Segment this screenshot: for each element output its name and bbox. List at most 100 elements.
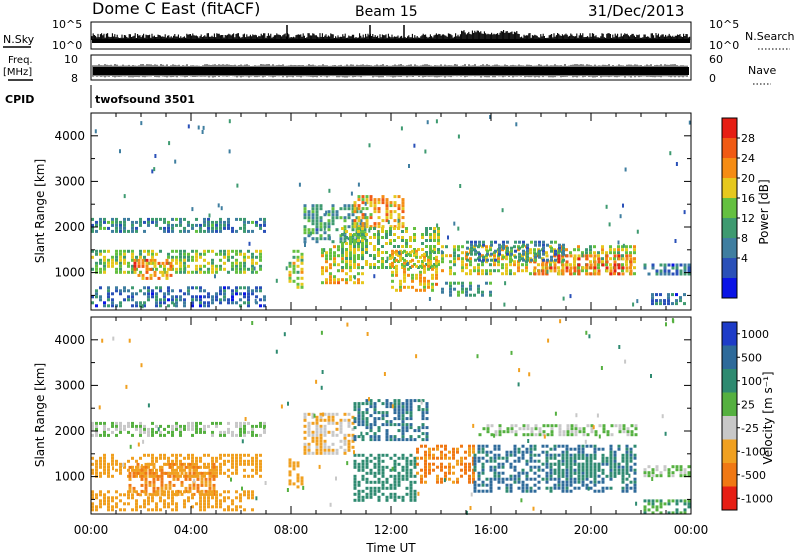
power-cell (405, 242, 408, 245)
velocity-cell (609, 456, 613, 460)
velocity-cell (409, 471, 413, 475)
power-cell (353, 281, 356, 285)
power-cell (429, 251, 432, 254)
velocity-cell (103, 496, 106, 500)
velocity-cell (215, 474, 218, 478)
velocity-cell (95, 430, 98, 434)
power-cell (215, 298, 218, 302)
power-cell (397, 251, 400, 254)
power-cell (343, 225, 347, 229)
velocity-cell (481, 483, 485, 487)
power-scatter-cell (501, 208, 504, 213)
power-cell (357, 248, 360, 252)
power-cell (353, 260, 356, 263)
power-cell (167, 298, 170, 302)
velocity-cell (651, 474, 655, 478)
power-cell (227, 270, 230, 274)
power-cell (251, 255, 254, 259)
power-cell (315, 222, 319, 226)
velocity-cell (187, 499, 190, 503)
power-cell (585, 254, 589, 258)
power-cell (191, 301, 194, 305)
power-cell (115, 223, 118, 227)
power-cell (319, 225, 323, 229)
velocity-cell (251, 468, 254, 472)
power-cell (307, 234, 311, 238)
velocity-cell (550, 433, 554, 437)
power-cell (296, 258, 300, 262)
velocity-cell (597, 462, 601, 466)
velocity-cell (115, 427, 118, 431)
power-cell (231, 267, 234, 271)
velocity-cell (655, 499, 659, 503)
velocity-cell (416, 471, 419, 475)
power-cell (353, 266, 356, 269)
power-cell (522, 240, 525, 244)
velocity-cell (144, 486, 148, 490)
power-cell (655, 302, 658, 306)
power-cell (147, 292, 150, 296)
velocity-cell (180, 465, 184, 469)
power-cell (621, 269, 624, 273)
velocity-cell (203, 424, 206, 428)
power-cell (223, 295, 226, 299)
velocity-cell (163, 490, 166, 494)
velocity-cell (99, 502, 102, 506)
velocity-cell (135, 427, 138, 431)
power-cell (167, 226, 170, 230)
power-cell (395, 270, 398, 274)
velocity-cell (155, 459, 158, 463)
power-cell (423, 282, 426, 286)
velocity-cell (675, 499, 679, 503)
velocity-cell (561, 480, 565, 484)
power-cell (411, 264, 414, 268)
power-cell (231, 301, 234, 305)
power-cell (663, 272, 667, 276)
power-cell (323, 213, 327, 217)
power-cell (353, 263, 356, 266)
power-cell (449, 266, 452, 270)
velocity-cell (605, 456, 609, 460)
power-cell (501, 263, 504, 267)
power-cell (369, 204, 373, 208)
power-cell (435, 264, 438, 268)
power-cell (357, 245, 360, 248)
velocity-cell (369, 429, 373, 433)
power-cell (545, 263, 548, 267)
power-cell (333, 251, 336, 255)
power-cell (533, 266, 537, 270)
power-cell (239, 252, 242, 256)
velocity-cell (581, 447, 585, 451)
velocity-cell (235, 453, 238, 457)
power-cell (373, 233, 376, 236)
velocity-cell (477, 459, 481, 463)
power-scatter-cell (217, 203, 220, 208)
velocity-cell (460, 474, 463, 478)
velocity-cell (513, 477, 517, 481)
velocity-cell (219, 456, 222, 460)
velocity-cell (377, 438, 381, 442)
power-cell (401, 263, 404, 266)
velocity-cell (323, 442, 327, 446)
velocity-cell (679, 465, 683, 469)
velocity-cell (573, 480, 577, 484)
velocity-cell (171, 424, 174, 428)
velocity-cell (561, 444, 565, 448)
power-cell (183, 261, 186, 265)
power-cell (361, 281, 364, 285)
velocity-cell (187, 456, 190, 460)
power-cell (123, 255, 126, 259)
power-cell (119, 270, 122, 274)
power-scatter-cell (632, 302, 635, 307)
velocity-cell (107, 433, 110, 437)
power-cell (369, 266, 372, 269)
power-cell (151, 255, 154, 259)
velocity-cell (493, 453, 497, 457)
power-cell (399, 285, 402, 289)
velocity-cell (425, 408, 429, 412)
power-cell (470, 246, 473, 250)
power-cell (613, 251, 616, 255)
power-cell (554, 252, 557, 256)
power-cell (423, 285, 426, 289)
velocity-cell (629, 465, 633, 469)
